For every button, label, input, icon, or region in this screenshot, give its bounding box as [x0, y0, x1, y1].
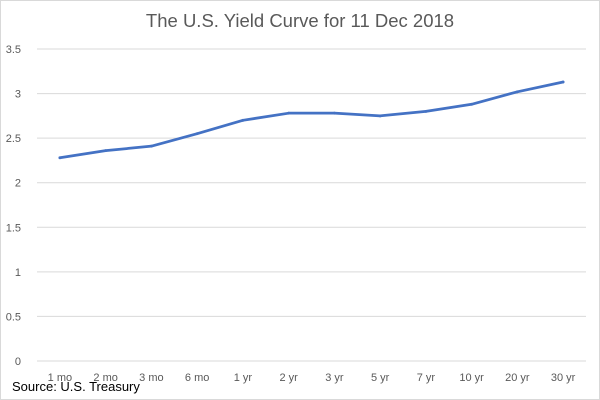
data-point	[561, 80, 565, 84]
x-tick-label: 6 mo	[185, 372, 209, 384]
data-point	[515, 90, 519, 94]
x-tick-label: 10 yr	[459, 372, 484, 384]
x-tick-label: 3 mo	[139, 372, 163, 384]
y-tick-label: 3.5	[6, 44, 21, 56]
series-lines	[58, 80, 565, 160]
x-tick-label: 1 yr	[234, 372, 253, 384]
chart-title: The U.S. Yield Curve for 11 Dec 2018	[146, 10, 454, 31]
data-point	[58, 156, 62, 160]
data-point	[241, 118, 245, 122]
y-tick-label: 2.5	[6, 133, 21, 145]
data-point	[378, 114, 382, 118]
data-point	[332, 111, 336, 115]
gridlines	[37, 48, 586, 362]
x-tick-label: 7 yr	[417, 372, 436, 384]
y-axis-ticks: 0 0.5 1 1.5 2 2.5 3 3.5	[6, 44, 21, 368]
x-tick-label: 2 yr	[279, 372, 298, 384]
data-point	[287, 111, 291, 115]
data-point	[470, 102, 474, 106]
source-note: Source: U.S. Treasury	[12, 379, 140, 394]
data-point	[149, 144, 153, 148]
x-tick-label: 30 yr	[551, 372, 576, 384]
y-tick-label: 1.5	[6, 222, 21, 234]
y-tick-label: 0	[15, 356, 21, 368]
data-point	[424, 110, 428, 113]
x-tick-label: 1 mo	[48, 372, 72, 384]
x-axis-ticks: 1 mo 2 mo 3 mo 6 mo 1 yr 2 yr 3 yr 5 yr 7 yr 10 y…	[48, 372, 576, 384]
x-tick-label: 20 yr	[505, 372, 530, 384]
y-tick-label: 2	[15, 178, 21, 190]
data-point	[104, 149, 108, 153]
x-tick-label: 2 mo	[93, 372, 117, 384]
y-tick-label: 1	[15, 267, 21, 279]
y-tick-label: 3	[15, 89, 21, 101]
y-tick-label: 0.5	[6, 311, 21, 323]
x-tick-label: 3 yr	[325, 372, 344, 384]
data-point	[195, 132, 199, 136]
series-line-yield	[58, 80, 565, 160]
x-tick-label: 5 yr	[371, 372, 390, 384]
